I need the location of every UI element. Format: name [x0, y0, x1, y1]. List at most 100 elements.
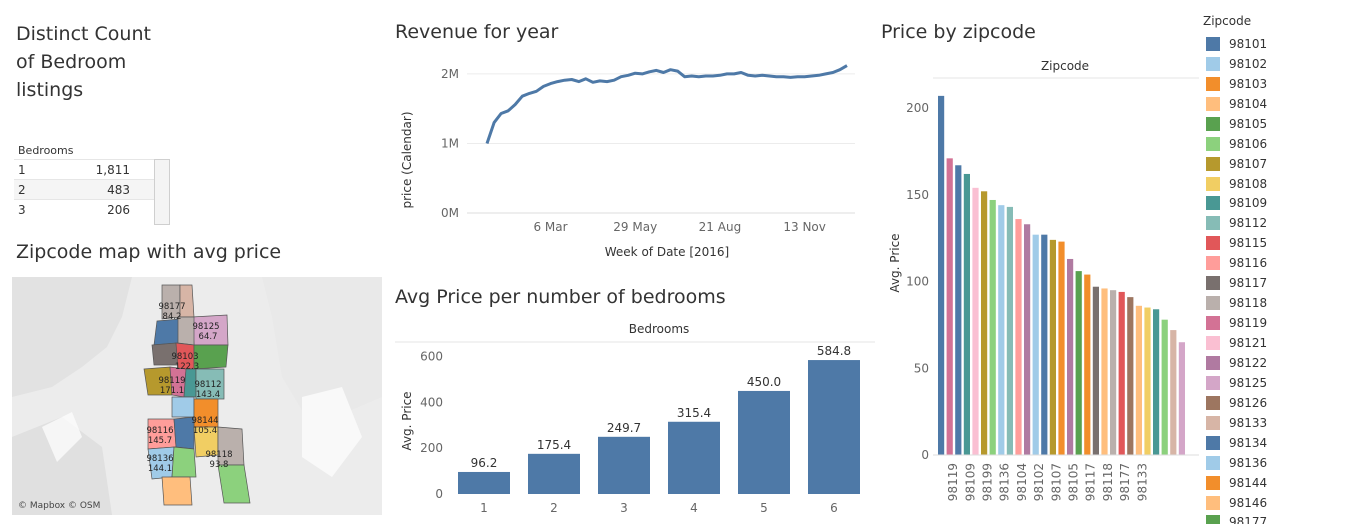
legend-items[interactable]: 98101 98102 98103 98104 98105 98106 98107 98108…	[1200, 34, 1366, 524]
legend-item[interactable]: 98177	[1200, 513, 1366, 524]
legend-label: 98133	[1229, 415, 1268, 430]
legend-item[interactable]: 98108	[1200, 174, 1366, 194]
zip-x-tick-label: 98102	[1032, 463, 1046, 501]
legend-item[interactable]: 98106	[1200, 134, 1366, 154]
zip-y-axis-label: Avg. Price	[888, 233, 902, 292]
legend-item[interactable]: 98134	[1200, 433, 1366, 453]
zip-bar[interactable]	[989, 199, 996, 455]
zip-bar[interactable]	[972, 187, 979, 455]
zip-bar[interactable]	[1144, 307, 1151, 455]
zipcode-regions[interactable]	[143, 284, 251, 506]
zip-bar[interactable]	[1178, 342, 1185, 455]
zip-bar[interactable]	[1153, 309, 1160, 455]
zip-bar[interactable]	[1135, 305, 1142, 455]
legend-item[interactable]: 98118	[1200, 293, 1366, 313]
zip-bar[interactable]	[1170, 330, 1177, 455]
legend-item[interactable]: 98119	[1200, 313, 1366, 333]
avg-bedrooms-bar[interactable]	[668, 421, 720, 494]
table-row[interactable]: 1 1,811	[14, 159, 154, 179]
zip-bar[interactable]	[1118, 291, 1125, 455]
legend-item[interactable]: 98122	[1200, 353, 1366, 373]
legend-item[interactable]: 98112	[1200, 213, 1366, 233]
avg-bedrooms-bar[interactable]	[598, 436, 650, 494]
zip-bar[interactable]	[1058, 241, 1065, 455]
legend-item[interactable]: 98126	[1200, 393, 1366, 413]
legend-item[interactable]: 98125	[1200, 373, 1366, 393]
zip-bar[interactable]	[1015, 219, 1022, 455]
map-label-price: 84.2	[163, 312, 182, 322]
legend-item[interactable]: 98102	[1200, 54, 1366, 74]
zip-x-tick-label: 98133	[1135, 463, 1149, 501]
table-scrollbar[interactable]	[154, 159, 170, 225]
region-98106[interactable]	[171, 446, 197, 478]
zip-bar[interactable]	[1067, 258, 1074, 455]
map-canvas: 98177 84.2 98125 64.7 98103 122.3 98119 …	[12, 277, 382, 515]
zip-bar[interactable]	[1092, 286, 1099, 455]
avg-bedrooms-bar[interactable]	[808, 360, 860, 494]
zip-bar[interactable]	[998, 205, 1005, 455]
zip-bar[interactable]	[1101, 288, 1108, 455]
legend-item[interactable]: 98121	[1200, 333, 1366, 353]
avg-bedrooms-bars[interactable]: 96.2 1 175.4 2 249.7 3 315.4 4 450.0 5 584.8 6	[458, 344, 860, 515]
revenue-line-chart[interactable]: 0M 1M 2M 6 Mar 29 May 21 Aug 13 Nov price (Ca…	[395, 48, 875, 270]
zip-bar[interactable]	[1024, 224, 1031, 455]
region-98112[interactable]	[195, 368, 225, 400]
avg-bedrooms-bar[interactable]	[458, 471, 510, 494]
map-label-zip: 98119	[158, 376, 185, 386]
table-row[interactable]: 2 483	[14, 179, 154, 199]
legend-item[interactable]: 98116	[1200, 253, 1366, 273]
zip-bar[interactable]	[1006, 206, 1013, 455]
legend-item[interactable]: 98146	[1200, 493, 1366, 513]
legend-item[interactable]: 98104	[1200, 94, 1366, 114]
zip-bars[interactable]	[933, 95, 1199, 456]
avg-bedrooms-bar-chart[interactable]: Bedrooms Avg. Price 0 200 400 600 96.2 1 175.…	[395, 318, 875, 525]
zip-bar[interactable]	[938, 95, 945, 455]
legend-item[interactable]: 98107	[1200, 154, 1366, 174]
legend-swatch	[1206, 36, 1220, 51]
region-98146[interactable]	[161, 476, 193, 506]
region-98133[interactable]	[179, 284, 195, 318]
zip-bar[interactable]	[981, 191, 988, 455]
legend-item[interactable]: 98105	[1200, 114, 1366, 134]
map-attribution[interactable]: © Mapbox © OSM	[18, 501, 101, 511]
map-land-shape	[262, 277, 382, 427]
zip-bar[interactable]	[1075, 271, 1082, 455]
legend-label: 98126	[1229, 395, 1268, 410]
legend-swatch	[1206, 316, 1220, 331]
legend-item[interactable]: 98117	[1200, 273, 1366, 293]
zip-bar[interactable]	[963, 173, 970, 455]
zip-bar[interactable]	[946, 158, 953, 455]
legend-item[interactable]: 98136	[1200, 453, 1366, 473]
revenue-x-tick-label: 6 Mar	[533, 220, 567, 234]
zip-bar[interactable]	[1161, 319, 1168, 455]
legend-item[interactable]: 98101	[1200, 34, 1366, 54]
zip-bar[interactable]	[1127, 297, 1134, 455]
region-98105[interactable]	[193, 344, 229, 370]
legend-item[interactable]: 98115	[1200, 233, 1366, 253]
zip-bar[interactable]	[1084, 274, 1091, 455]
legend-item[interactable]: 98109	[1200, 194, 1366, 214]
revenue-series-line[interactable]	[485, 64, 848, 144]
zip-bar[interactable]	[1049, 239, 1056, 455]
zipcode-map[interactable]: 98177 84.2 98125 64.7 98103 122.3 98119 …	[12, 277, 382, 515]
zip-bar[interactable]	[1032, 234, 1039, 455]
zipcode-legend[interactable]: Zipcode 98101 98102 98103 98104 98105 98106 98…	[1200, 14, 1366, 524]
zip-y-tick-label: 0	[921, 448, 929, 462]
zip-bar[interactable]	[955, 165, 962, 455]
table-row[interactable]: 3 206	[14, 199, 154, 219]
zip-y-ticks: 0 50 100 150 200	[906, 101, 929, 462]
region-98178[interactable]	[217, 464, 251, 504]
avg-bedrooms-bar[interactable]	[528, 453, 580, 494]
zip-bar[interactable]	[1041, 234, 1048, 455]
map-label-price: 93.8	[210, 460, 229, 470]
map-labels: 98177 84.2 98125 64.7 98103 122.3 98119 …	[146, 302, 232, 474]
region-98121[interactable]	[171, 396, 195, 418]
avg-bedrooms-bar[interactable]	[738, 390, 790, 494]
legend-item[interactable]: 98144	[1200, 473, 1366, 493]
legend-item[interactable]: 98133	[1200, 413, 1366, 433]
region-98117[interactable]	[153, 318, 181, 346]
legend-item[interactable]: 98103	[1200, 74, 1366, 94]
zip-bar[interactable]	[1110, 290, 1117, 455]
avg-bedrooms-data-label: 315.4	[677, 406, 711, 420]
